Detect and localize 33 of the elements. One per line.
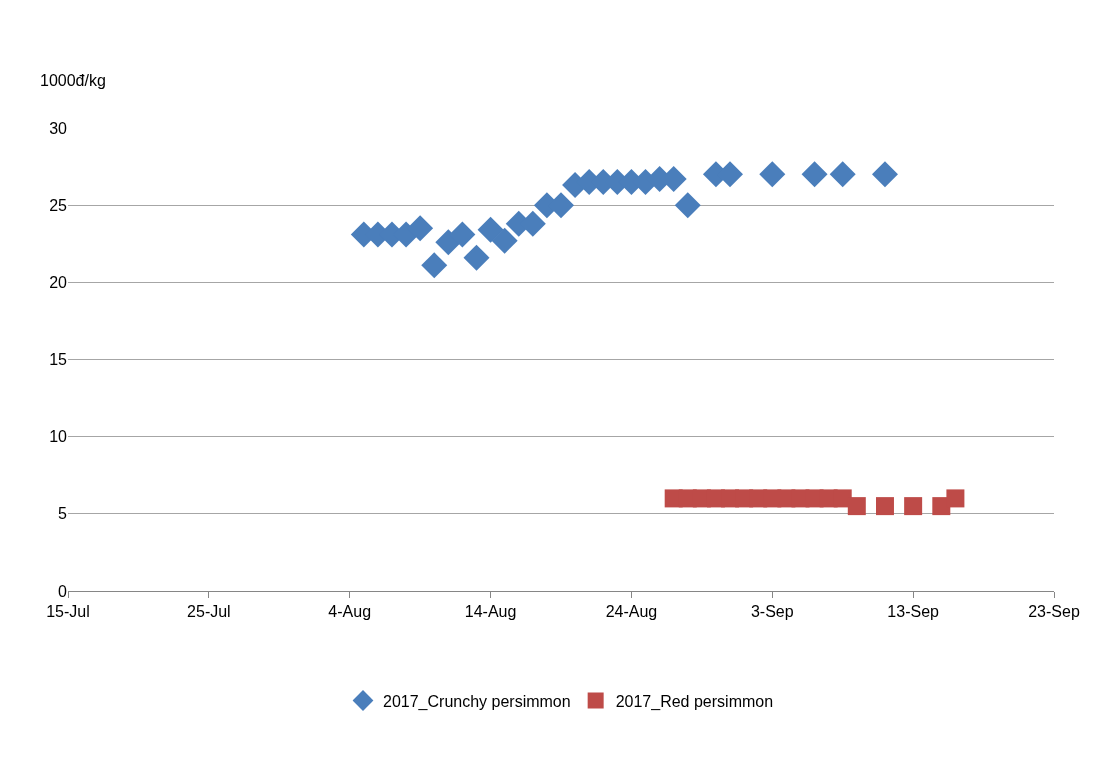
point (829, 161, 856, 188)
y-tick-label: 15 (49, 351, 68, 369)
legend-label: 2017_Crunchy persimmon (383, 692, 571, 711)
x-tick-label: 14-Aug (464, 603, 517, 621)
point (463, 244, 490, 271)
point (491, 227, 518, 254)
x-tick-label: 4-Aug (328, 603, 372, 621)
x-tick-label: 3-Sep (750, 603, 794, 621)
y-tick-label: 25 (49, 196, 68, 214)
x-tick-label: 15-Jul (46, 603, 90, 621)
y-axis-title: 1000đ/kg (40, 72, 106, 89)
point (674, 192, 701, 219)
x-tick-label: 23-Sep (1028, 603, 1080, 621)
y-tick-label: 5 (58, 505, 68, 523)
y-tick-label: 0 (58, 582, 68, 600)
point (407, 215, 434, 242)
point (871, 161, 898, 188)
point (801, 161, 828, 188)
point (946, 489, 965, 508)
y-tick-label: 30 (49, 119, 68, 137)
point (421, 252, 448, 279)
y-tick-label: 20 (49, 273, 68, 291)
point (477, 216, 504, 243)
point (847, 497, 866, 516)
x-tick-label: 25-Jul (187, 603, 231, 621)
point (904, 497, 923, 516)
point (759, 161, 786, 188)
point (875, 497, 894, 516)
legend-label: 2017_Red persimmon (615, 692, 774, 711)
x-tick-label: 24-Aug (605, 603, 658, 621)
y-tick-label: 10 (49, 428, 68, 446)
x-tick-label: 13-Sep (887, 603, 940, 621)
point (449, 221, 476, 248)
